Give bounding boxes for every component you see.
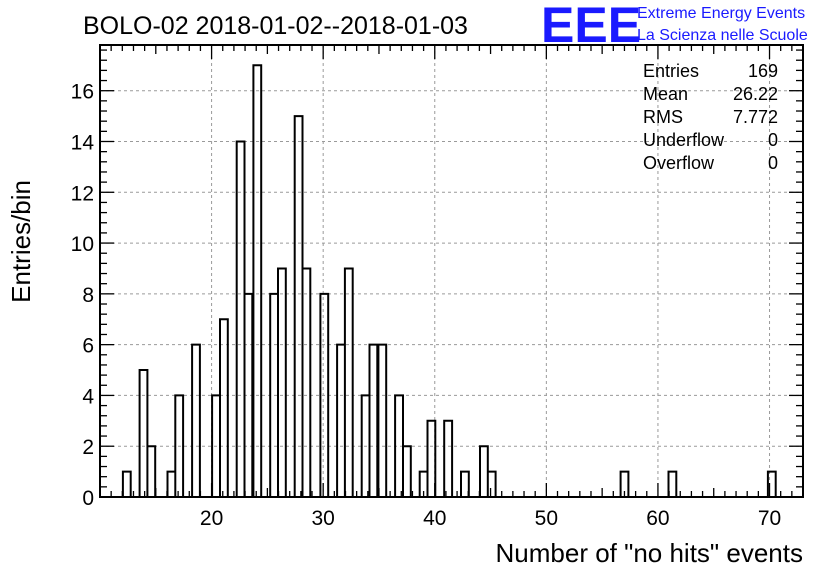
y-tick-label: 16 — [71, 81, 94, 104]
x-tick-label: 30 — [311, 507, 334, 530]
y-tick-label: 2 — [82, 436, 94, 459]
y-tick-label: 14 — [71, 131, 95, 154]
plot-frame — [99, 44, 804, 498]
x-tick-label: 20 — [200, 507, 223, 530]
y-axis-label: Entries/bin — [6, 180, 36, 303]
x-tick-label: 70 — [758, 507, 781, 530]
stat-label: Entries — [643, 61, 699, 81]
stat-label: Mean — [643, 84, 688, 104]
y-tick-label: 4 — [82, 385, 94, 408]
logo: EEE Extreme Energy Events La Scienza nel… — [541, 0, 808, 53]
logo-line-1: Extreme Energy Events — [637, 5, 805, 22]
logo-mark: EEE — [541, 0, 641, 53]
y-tick-label: 6 — [82, 335, 94, 358]
x-axis-label: Number of "no hits" events — [496, 538, 804, 568]
stat-label: Underflow — [643, 130, 725, 150]
y-tick-label: 12 — [71, 182, 94, 205]
x-tick-label: 50 — [535, 507, 558, 530]
y-tick-label: 0 — [82, 487, 94, 510]
stat-value: 26.22 — [733, 84, 778, 104]
y-axis: 0 2 4 6 8 10 12 14 16 — [71, 49, 803, 510]
stat-value: 0 — [768, 130, 778, 150]
stat-value: 0 — [768, 153, 778, 173]
x-tick-label: 60 — [646, 507, 669, 530]
stat-value: 169 — [748, 61, 778, 81]
stat-label: RMS — [643, 107, 683, 127]
y-tick-label: 10 — [71, 233, 94, 256]
chart-title: BOLO-02 2018-01-02--2018-01-03 — [83, 12, 468, 40]
logo-line-2: La Scienza nelle Scuole — [637, 27, 808, 44]
x-axis: 20 30 40 50 60 70 — [99, 45, 804, 530]
stats-box: Entries 169 Mean 26.22 RMS 7.772 Underflow 0 Ove… — [643, 61, 778, 173]
histogram-outline — [121, 64, 777, 497]
stat-value: 7.772 — [733, 107, 778, 127]
x-tick-label: 40 — [423, 507, 446, 530]
y-tick-label: 8 — [82, 284, 94, 307]
stat-label: Overflow — [643, 153, 715, 173]
